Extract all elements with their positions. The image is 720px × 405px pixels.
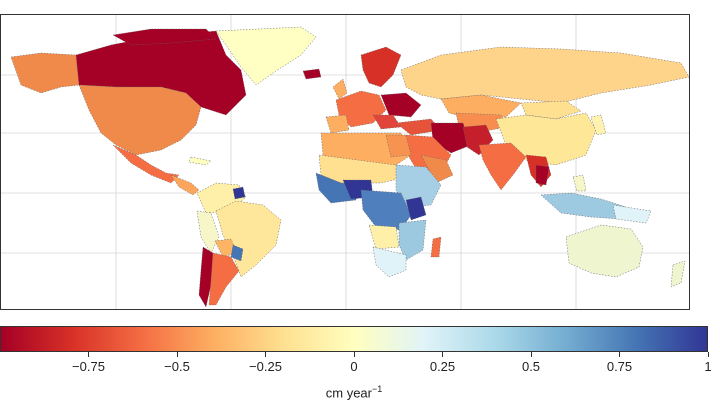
region-east-africa	[395, 164, 442, 208]
unit-exponent-text: −1	[371, 384, 383, 394]
region-tanzania-mozambique	[398, 219, 427, 261]
region-iceland	[302, 68, 322, 80]
region-paraguay	[230, 244, 244, 262]
colorbar-unit-label: cm year−1	[326, 384, 383, 400]
region-central-america	[170, 174, 200, 196]
colorbar-tick-label: −0.25	[249, 359, 282, 374]
region-usa	[78, 84, 202, 156]
region-russia	[400, 46, 689, 104]
region-korea-japan	[590, 114, 607, 136]
region-arabia	[420, 154, 454, 184]
colorbar-tick-mark	[176, 352, 178, 357]
region-guiana	[232, 186, 246, 200]
region-mexico	[112, 144, 180, 184]
colorbar-tick-label: 0	[350, 359, 358, 374]
region-scandinavia	[360, 46, 402, 88]
colorbar-tick-mark	[619, 352, 620, 357]
region-thailand	[535, 164, 550, 186]
region-turkey	[395, 118, 442, 136]
region-argentina	[208, 252, 240, 306]
region-west-europe	[335, 90, 387, 128]
colorbar-tick-label: 0.5	[521, 359, 541, 374]
region-alaska	[10, 52, 80, 94]
region-mongolia	[520, 100, 582, 120]
colorbar-tick-label: −0.75	[72, 359, 105, 374]
colorbar-tick-mark	[265, 352, 266, 357]
region-philippines	[572, 174, 587, 192]
colorbar-tick-mark	[353, 352, 355, 357]
region-east-europe	[380, 92, 422, 118]
region-australia	[565, 224, 644, 278]
region-angola-zambia	[368, 224, 400, 250]
region-new-zealand	[670, 260, 686, 288]
region-cuba	[188, 156, 212, 166]
region-kazakhstan	[440, 94, 522, 120]
colorbar-tick-mark	[530, 352, 532, 357]
region-southern-africa	[372, 246, 407, 278]
colorbar-ticks: −0.75 −0.5 −0.25 0 0.25 0.5 0.75 1	[0, 352, 720, 382]
region-greenland	[215, 26, 317, 86]
region-peru-ecuador	[196, 210, 220, 254]
colorbar-tick-mark	[707, 352, 709, 357]
unit-base-text: cm year	[325, 385, 372, 401]
colorbar-tick-mark	[442, 352, 443, 357]
colorbar-tick-label: 0.25	[429, 359, 456, 374]
region-iberia	[325, 114, 350, 134]
region-kenya-uganda	[405, 196, 427, 221]
region-chile	[198, 246, 214, 308]
colorbar-tick-mark	[88, 352, 89, 357]
region-egypt	[385, 134, 412, 158]
region-balkans	[372, 114, 402, 130]
map-canvas	[1, 15, 689, 309]
colorbar-tick-label: 0.75	[606, 359, 633, 374]
region-india	[478, 142, 527, 191]
region-uk	[332, 78, 348, 100]
region-new-guinea	[612, 204, 652, 224]
region-canada-arctic	[112, 28, 217, 46]
world-map	[0, 14, 690, 310]
colorbar	[0, 326, 708, 352]
colorbar-tick-label: −0.5	[164, 359, 190, 374]
region-madagascar	[430, 236, 442, 258]
colorbar-tick-label: 1	[704, 359, 712, 374]
